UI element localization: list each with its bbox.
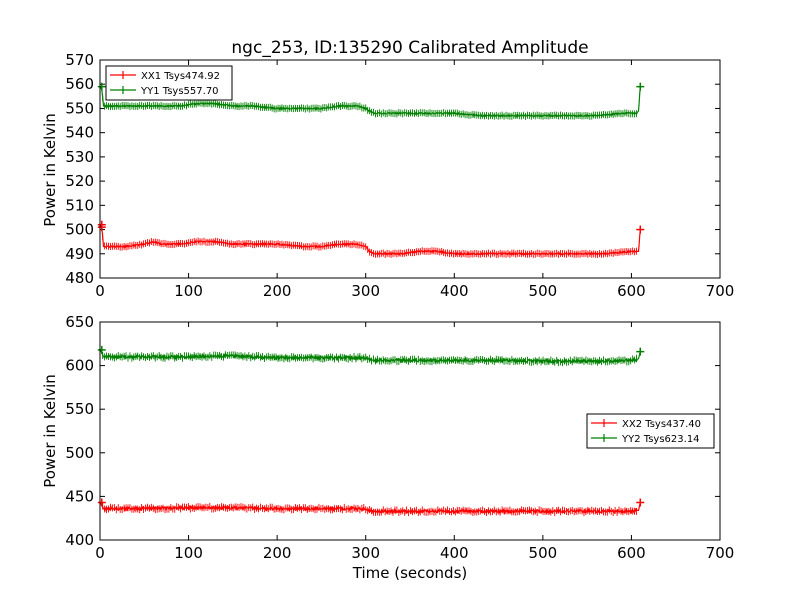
top-plot-frame [99, 59, 721, 279]
x-tick-label: 400 [440, 282, 469, 300]
y-tick-label: 500 [65, 221, 94, 239]
x-tick-label: 100 [174, 544, 203, 562]
y-tick-label: 400 [65, 531, 94, 549]
bottom-legend: XX2 Tsys437.40 YY2 Tsys623.14 [586, 413, 715, 449]
x-tick-label: 500 [529, 544, 558, 562]
top-series [97, 82, 645, 258]
legend-label: XX2 Tsys437.40 [622, 419, 701, 430]
y-tick-label: 550 [65, 99, 94, 117]
bottom-series [97, 345, 645, 517]
y-tick-label: 510 [65, 196, 94, 214]
y-tick-label: 550 [65, 400, 94, 418]
chart-title: ngc_253, ID:135290 Calibrated Amplitude [231, 38, 588, 58]
x-tick-label: 0 [95, 282, 105, 300]
bottom-plot: Power in Kelvin Time (seconds) 0 100 200 30… [41, 313, 734, 582]
top-ticks: 0 100 200 300 400 500 600 700 480 490 500 510 520 530… [65, 51, 734, 300]
y-tick-label: 540 [65, 124, 94, 142]
legend-label: XX1 Tsys474.92 [141, 71, 220, 82]
series-1-1 [97, 345, 645, 367]
y-tick-label: 650 [65, 313, 94, 331]
y-tick-label: 520 [65, 172, 94, 190]
x-tick-label: 300 [351, 544, 380, 562]
series-1-0 [97, 498, 645, 517]
legend-label: YY1 Tsys557.70 [140, 86, 219, 97]
x-tick-label: 700 [706, 544, 735, 562]
top-plot: ngc_253, ID:135290 Calibrated Amplitude … [41, 38, 734, 300]
x-tick-label: 700 [706, 282, 735, 300]
bottom-y-axis-label: Power in Kelvin [41, 374, 59, 488]
top-legend: XX1 Tsys474.92 YY1 Tsys557.70 [105, 65, 233, 101]
x-tick-label: 300 [351, 282, 380, 300]
x-tick-label: 0 [95, 544, 105, 562]
x-tick-label: 500 [529, 282, 558, 300]
x-tick-label: 400 [440, 544, 469, 562]
x-tick-label: 600 [617, 544, 646, 562]
y-tick-label: 480 [65, 269, 94, 287]
x-tick-label: 200 [263, 282, 292, 300]
x-axis-label: Time (seconds) [352, 564, 468, 582]
x-tick-label: 200 [263, 544, 292, 562]
y-tick-label: 500 [65, 444, 94, 462]
series-0-1 [97, 82, 645, 120]
x-tick-label: 100 [174, 282, 203, 300]
y-tick-label: 490 [65, 245, 94, 263]
legend-label: YY2 Tsys623.14 [621, 434, 700, 445]
bottom-ticks: 0 100 200 300 400 500 600 700 400 450 500 550 600 650 [65, 313, 734, 562]
y-tick-label: 600 [65, 357, 94, 375]
legend-box [586, 413, 715, 449]
y-tick-label: 450 [65, 487, 94, 505]
y-tick-label: 530 [65, 148, 94, 166]
legend-box [105, 65, 233, 101]
y-tick-label: 570 [65, 51, 94, 69]
y-tick-label: 560 [65, 75, 94, 93]
top-y-axis-label: Power in Kelvin [41, 113, 59, 227]
x-tick-label: 600 [617, 282, 646, 300]
bottom-plot-frame [99, 321, 721, 541]
series-0-0 [97, 220, 645, 258]
